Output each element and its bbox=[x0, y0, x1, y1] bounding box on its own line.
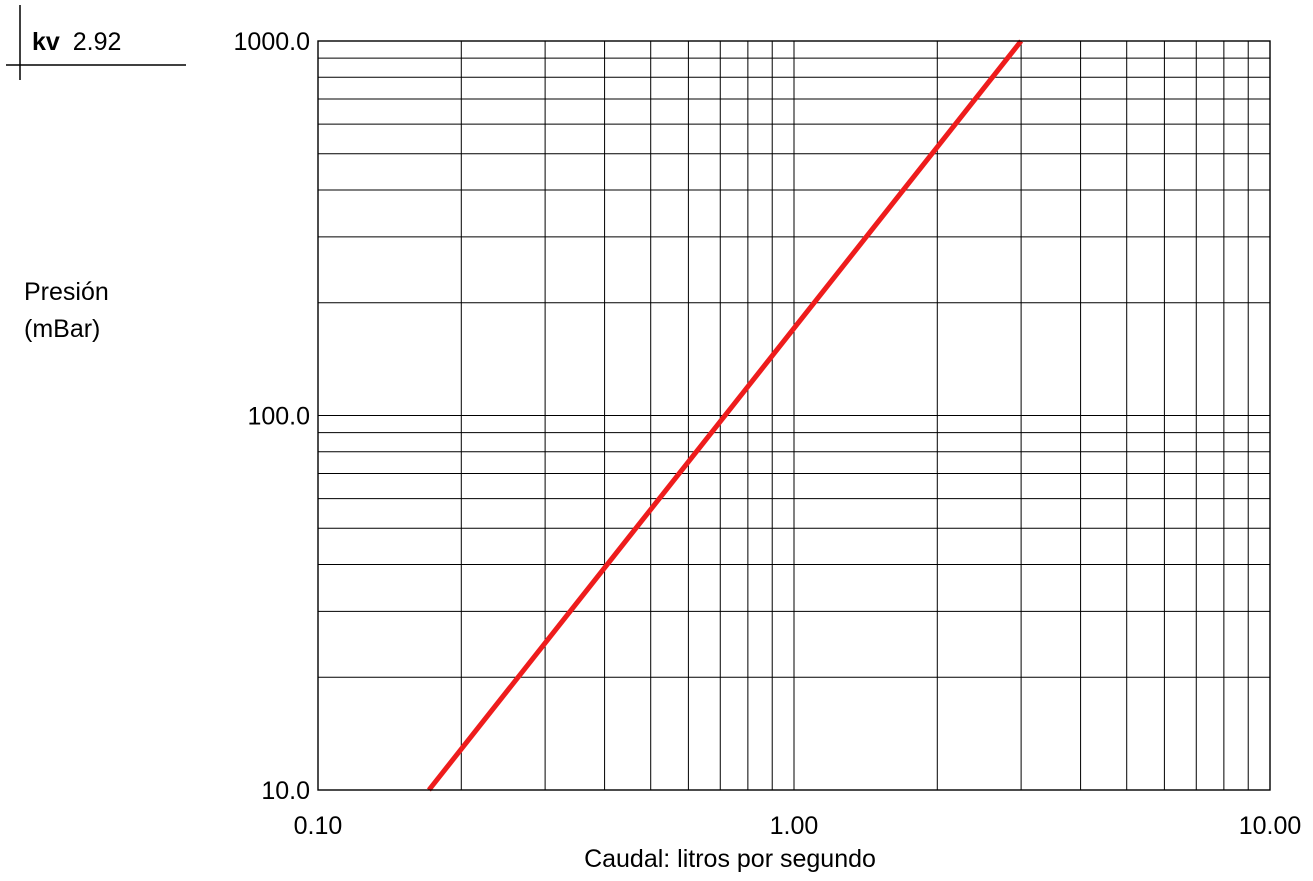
y-tick-labels: 10.0 100.0 1000.0 bbox=[234, 28, 310, 805]
y-axis-label-line-1: Presión bbox=[24, 278, 109, 306]
kv-parameter: kv 2.92 bbox=[32, 28, 121, 56]
y-axis-label-line-2: (mBar) bbox=[24, 315, 100, 343]
y-tick-label: 10.0 bbox=[261, 777, 310, 805]
y-axis-label: Presión (mBar) bbox=[24, 278, 116, 343]
y-tick-label: 1000.0 bbox=[234, 28, 310, 56]
kv-label: kv bbox=[32, 28, 60, 56]
plot-area bbox=[317, 40, 1271, 791]
x-axis-label: Caudal: litros por segundo bbox=[584, 845, 876, 873]
grid bbox=[318, 41, 1270, 790]
x-tick-label: 10.00 bbox=[1239, 812, 1302, 840]
x-tick-labels: 0.10 1.00 10.00 bbox=[294, 812, 1302, 840]
series-line bbox=[426, 39, 1024, 792]
kv-value: 2.92 bbox=[73, 28, 122, 56]
x-tick-label: 1.00 bbox=[770, 812, 819, 840]
y-tick-label: 100.0 bbox=[247, 403, 310, 431]
series-layer bbox=[426, 39, 1024, 792]
x-tick-label: 0.10 bbox=[294, 812, 343, 840]
